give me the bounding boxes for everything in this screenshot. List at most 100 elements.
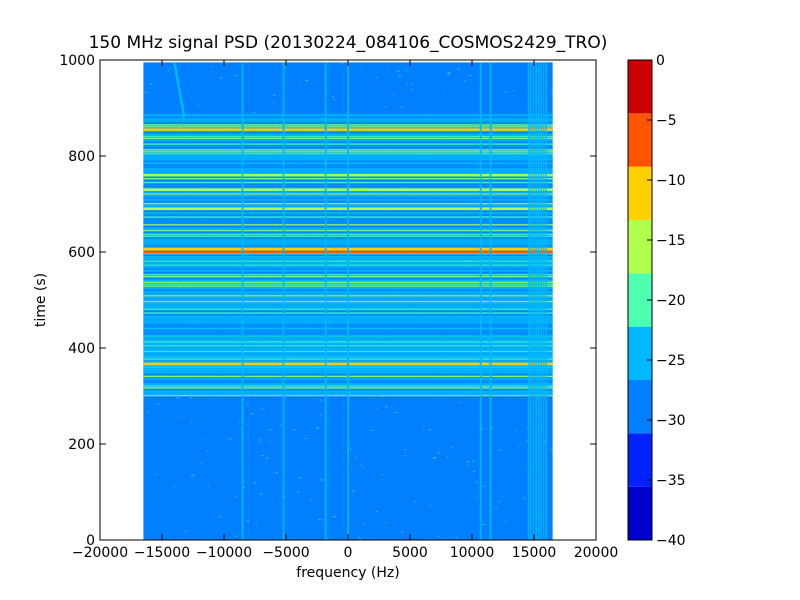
heatmap-speckle-cell [148, 93, 151, 95]
heatmap-speckle-cell [516, 463, 518, 465]
heatmap-speckle-cell [388, 74, 390, 76]
heatmap-speckle-cell [450, 470, 454, 472]
heatmap-speckle-cell [475, 481, 478, 483]
heatmap-speckle-cell [247, 435, 249, 437]
heatmap-speckle-cell [165, 509, 167, 511]
heatmap-speckle-cell [357, 423, 360, 425]
heatmap-speckle-cell [188, 79, 192, 81]
heatmap-speckle-cell [511, 101, 515, 103]
heatmap-speckle-cell [536, 110, 539, 112]
heatmap-speckle-cell [218, 98, 221, 100]
heatmap-speckle-cell [297, 424, 300, 426]
colorbar-ticks: −40 −35 −30 −25 −20 −15 −10 −5 0 [647, 53, 686, 549]
heatmap-speckle-cell [222, 434, 224, 436]
heatmap-speckle-cell [219, 77, 223, 79]
heatmap-speckle-cell [455, 537, 458, 539]
heatmap-speckle-cell [206, 450, 209, 452]
heatmap-speckle-cell [495, 507, 498, 509]
heatmap-speckle-cell [176, 435, 179, 437]
heatmap-speckle-cell [533, 415, 537, 417]
colorbar-segment [628, 380, 652, 434]
heatmap-speckle-cell [404, 455, 407, 457]
heatmap-speckle-cell [229, 513, 231, 515]
y-tick-label: 1000 [59, 53, 95, 69]
heatmap-speckle-cell [253, 482, 256, 484]
heatmap-speckle-cell [277, 82, 280, 84]
heatmap-speckle-cell [417, 506, 420, 508]
heatmap-line-vertical [537, 62, 540, 541]
heatmap-speckle-cell [520, 436, 524, 438]
heatmap-speckle-cell [483, 485, 486, 487]
heatmap-speckle-cell [265, 457, 269, 459]
heatmap-speckle-cell [447, 436, 449, 438]
heatmap-speckle-cell [362, 77, 366, 79]
heatmap-speckle-cell [286, 468, 290, 470]
heatmap-speckle-cell [268, 429, 272, 431]
colorbar-tick-label: −15 [656, 233, 686, 249]
heatmap-speckle-cell [501, 496, 503, 498]
heatmap-speckle-cell [525, 468, 527, 470]
heatmap-speckle-cell [219, 537, 222, 539]
heatmap-speckle-cell [190, 457, 194, 459]
heatmap-speckle-cell [481, 478, 484, 480]
heatmap-speckle-cell [363, 524, 366, 526]
heatmap-speckle-cell [414, 501, 416, 503]
heatmap-speckle-cell [153, 465, 157, 467]
heatmap-line-vertical [532, 62, 535, 541]
x-tick-label: 5000 [392, 545, 428, 561]
heatmap-speckle-cell [167, 398, 169, 400]
heatmap-speckle-cell [400, 106, 403, 108]
heatmap-speckle-cell [408, 507, 412, 509]
heatmap-speckle-cell [499, 449, 502, 451]
heatmap-speckle-cell [266, 106, 268, 108]
heatmap-speckle-cell [504, 91, 508, 93]
heatmap-speckle-cell [256, 466, 259, 468]
colorbar-tick-label: 0 [656, 53, 665, 69]
heatmap-speckle-cell [536, 441, 539, 443]
colorbar-segment [628, 433, 652, 487]
heatmap-speckle-cell [232, 486, 235, 488]
heatmap-speckle-cell [512, 90, 515, 92]
heatmap-speckle-cell [353, 82, 357, 84]
heatmap-speckle-cell [359, 538, 362, 540]
colorbar-segment [628, 166, 652, 220]
heatmap-speckle-cell [349, 447, 352, 449]
heatmap-speckle-cell [464, 399, 467, 401]
heatmap-speckle-cell [161, 425, 165, 427]
heatmap-speckle-cell [422, 85, 425, 87]
heatmap-speckle-cell [403, 449, 406, 451]
heatmap-speckle-cell [228, 438, 232, 440]
heatmap-speckle-cell [469, 437, 472, 439]
heatmap-speckle-cell [329, 478, 331, 480]
heatmap-speckle-cell [383, 444, 387, 446]
heatmap-speckle-cell [342, 63, 344, 65]
heatmap-speckle-cell [321, 479, 324, 481]
heatmap-speckle-cell [297, 491, 300, 493]
heatmap-speckle-cell [540, 520, 544, 522]
heatmap-speckle-cell [351, 464, 353, 466]
heatmap-speckle-cell [401, 402, 404, 404]
heatmap-speckle-cell [234, 74, 238, 76]
heatmap-speckle-cell [239, 477, 243, 479]
heatmap-speckle-cell [525, 474, 527, 476]
heatmap-speckle-cell [371, 430, 374, 432]
heatmap-speckle-cell [515, 418, 519, 420]
heatmap-speckle-cell [318, 519, 321, 521]
heatmap-speckle-cell [311, 435, 313, 437]
heatmap-speckle-cell [421, 91, 424, 93]
heatmap-speckle-cell [154, 469, 156, 471]
heatmap-speckle-cell [371, 407, 375, 409]
heatmap-layer [143, 62, 554, 541]
heatmap-speckle-cell [248, 526, 250, 528]
heatmap-speckle-cell [522, 497, 525, 499]
heatmap-speckle-cell [300, 84, 302, 86]
colorbar-segments [628, 60, 652, 540]
heatmap-speckle-cell [250, 413, 254, 415]
heatmap-speckle-cell [339, 449, 342, 451]
heatmap-speckle-cell [526, 428, 529, 430]
heatmap-speckle-cell [358, 441, 360, 443]
heatmap-speckle-cell [426, 467, 430, 469]
heatmap-speckle-cell [265, 471, 268, 473]
heatmap-speckle-cell [432, 457, 435, 459]
heatmap-speckle-cell [242, 487, 246, 489]
